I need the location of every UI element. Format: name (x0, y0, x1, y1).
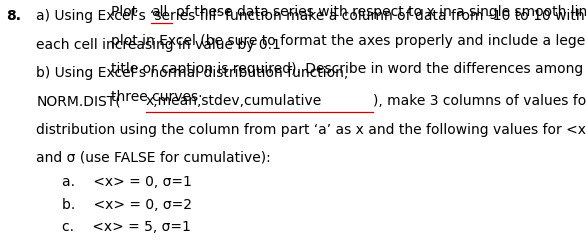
Text: ), make 3 columns of values for the normal: ), make 3 columns of values for the norm… (373, 94, 586, 108)
Text: title or caption is required). Describe in word the differences among the: title or caption is required). Describe … (111, 62, 586, 76)
Text: Plot: Plot (111, 6, 142, 19)
Text: b) Using Excel’s normal distribution function,: b) Using Excel’s normal distribution fun… (36, 66, 349, 80)
Text: x,mean,stdev,cumulative: x,mean,stdev,cumulative (146, 94, 322, 108)
Text: of these data series with respect to x in a single smooth line scatter: of these data series with respect to x i… (172, 6, 586, 19)
Text: a.  <x> = 0, σ=1: a. <x> = 0, σ=1 (62, 174, 192, 188)
Text: each cell increasing in value by 0.1: each cell increasing in value by 0.1 (36, 38, 281, 51)
Text: a) Using Excel’s ‘series fill’ function make a column of data from -10 to 10 wit: a) Using Excel’s ‘series fill’ function … (36, 9, 585, 23)
Text: distribution using the column from part ‘a’ as x and the following values for <x: distribution using the column from part … (36, 122, 586, 136)
Text: c.  <x> = 5, σ=1: c. <x> = 5, σ=1 (62, 220, 190, 234)
Text: b.  <x> = 0, σ=2: b. <x> = 0, σ=2 (62, 197, 192, 211)
Text: plot in Excel (be sure to format the axes properly and include a legend, no: plot in Excel (be sure to format the axe… (111, 34, 586, 48)
Text: three curves·: three curves· (111, 90, 203, 104)
Text: and σ (use FALSE for cumulative):: and σ (use FALSE for cumulative): (36, 150, 271, 164)
Text: NORM.DIST(: NORM.DIST( (36, 94, 121, 108)
Text: all: all (151, 6, 167, 19)
Text: 8.: 8. (6, 9, 21, 23)
